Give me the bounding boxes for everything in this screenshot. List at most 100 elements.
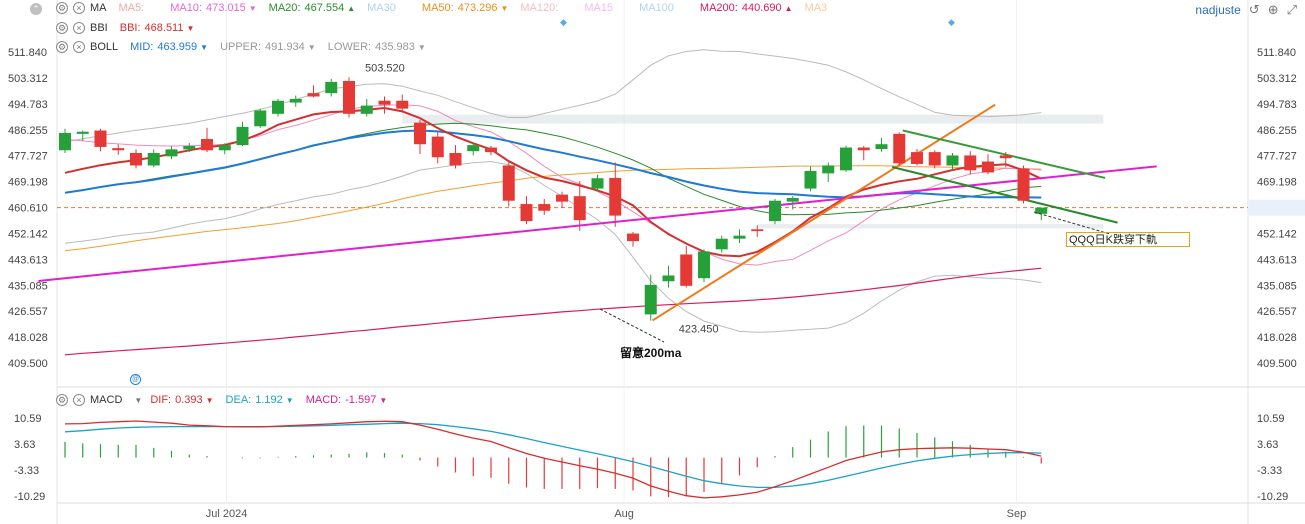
x-tick-label: Aug bbox=[614, 508, 634, 520]
price-tick-label-right: 418.028 bbox=[1257, 332, 1297, 344]
candle-body bbox=[680, 254, 693, 286]
undo-icon[interactable]: ↺ bbox=[1248, 2, 1260, 17]
candle-body bbox=[130, 153, 142, 166]
price-tick-label-left: 511.840 bbox=[8, 47, 47, 59]
indicator-label[interactable]: MA50: bbox=[421, 2, 454, 14]
event-marker-icon[interactable]: @ bbox=[130, 374, 141, 385]
price-tick-label-left: 426.557 bbox=[8, 306, 48, 318]
indicator-value: -1.597 bbox=[345, 394, 377, 406]
candle-body bbox=[840, 147, 852, 171]
close-icon[interactable]: × bbox=[73, 22, 85, 34]
candle-body bbox=[272, 100, 284, 114]
macd-tick-label-left: -10.29 bbox=[14, 491, 45, 503]
candle-body bbox=[573, 196, 586, 221]
indicator-label[interactable]: BBI: bbox=[119, 22, 141, 34]
candle-body bbox=[485, 147, 497, 153]
candle-body bbox=[662, 275, 675, 282]
qqq-note-box: QQQ日K跌穿下軌 bbox=[1066, 232, 1190, 247]
indicator-label[interactable]: MA100 bbox=[639, 2, 674, 14]
candle-body bbox=[875, 144, 888, 150]
chevron-up-icon[interactable]: ⌃ bbox=[32, 4, 40, 14]
indicator-name-boll[interactable]: BOLL bbox=[90, 41, 119, 53]
indicator-label[interactable]: MA120: bbox=[520, 2, 559, 14]
trend-arrow-icon: ▼ bbox=[200, 42, 209, 52]
settings-icon[interactable]: ⚙ bbox=[56, 2, 68, 14]
trend-arrow-icon: ▼ bbox=[379, 395, 388, 405]
indicator-label[interactable]: MACD: bbox=[305, 394, 342, 406]
settings-icon[interactable]: ⚙ bbox=[56, 41, 68, 53]
candle-body bbox=[449, 153, 462, 166]
candle-body bbox=[1017, 168, 1030, 201]
candle-body bbox=[644, 284, 657, 315]
bbi-indicator-row: ⚙ × BBI BBI: 468.511 ▼ bbox=[56, 20, 206, 36]
indicator-label[interactable]: MID: bbox=[130, 41, 154, 53]
indicator-label[interactable]: DIF: bbox=[150, 394, 172, 406]
settings-icon[interactable]: ⚙ bbox=[56, 394, 68, 406]
candle-body bbox=[520, 204, 533, 222]
price-tick-label-right: 426.557 bbox=[1257, 306, 1297, 318]
resistance-zone bbox=[757, 224, 1104, 229]
ma50-line bbox=[64, 165, 1042, 252]
collapse-toggle[interactable]: ⌃ bbox=[30, 3, 42, 15]
indicator-label[interactable]: MA5: bbox=[118, 2, 145, 14]
candle-body bbox=[325, 81, 338, 94]
candle-body bbox=[343, 80, 355, 114]
indicator-label[interactable]: DEA: bbox=[225, 394, 252, 406]
bbi-values: BBI: 468.511 ▼ bbox=[120, 22, 207, 34]
ma-values: MA5: MA10: 473.015 ▼ MA20: 467.554 ▲ MA30 MA50: 4… bbox=[119, 2, 854, 14]
close-icon[interactable]: × bbox=[73, 394, 85, 406]
indicator-label[interactable]: MA200: bbox=[699, 2, 738, 14]
trend-arrow-icon: ▼ bbox=[417, 42, 426, 52]
maximize-icon[interactable]: ⤢ bbox=[1286, 2, 1297, 17]
candle-body bbox=[307, 93, 320, 97]
dropdown-arrow-icon[interactable]: ▼ bbox=[134, 395, 143, 405]
boll-upper-line bbox=[64, 49, 1042, 143]
indicator-label[interactable]: LOWER: bbox=[327, 41, 372, 53]
price-tick-label-left: 452.142 bbox=[8, 228, 48, 240]
trend-arrow-icon: ▲ bbox=[347, 3, 356, 13]
indicator-label[interactable]: MA30 bbox=[367, 2, 396, 14]
price-tick-label-left: 443.613 bbox=[8, 254, 48, 266]
price-tick-label-left: 469.198 bbox=[8, 177, 48, 189]
candle-body bbox=[165, 149, 178, 157]
candle-body bbox=[769, 200, 781, 222]
price-tick-label-right: 409.500 bbox=[1257, 358, 1297, 370]
indicator-label[interactable]: MA20: bbox=[268, 2, 301, 14]
boll-values: MID: 463.959 ▼ UPPER: 491.934 ▼ LOWER: 435.983 ▼ bbox=[130, 41, 438, 53]
indicator-value: 435.983 bbox=[375, 41, 415, 53]
close-icon[interactable]: × bbox=[73, 2, 85, 14]
price-tick-label-right: 486.255 bbox=[1257, 125, 1297, 137]
close-icon[interactable]: × bbox=[73, 41, 85, 53]
candle-body bbox=[59, 132, 71, 151]
settings-icon[interactable]: ⚙ bbox=[56, 22, 68, 34]
price-tick-label-left: 503.312 bbox=[8, 73, 48, 85]
indicator-name-macd[interactable]: MACD bbox=[90, 394, 123, 406]
candle-body bbox=[414, 122, 426, 145]
trend-arrow-icon: ▼ bbox=[205, 395, 214, 405]
indicator-label[interactable]: UPPER: bbox=[220, 41, 262, 53]
price-tick-label-right: 435.085 bbox=[1257, 280, 1297, 292]
indicator-name-bbi[interactable]: BBI bbox=[90, 22, 108, 34]
dea-line bbox=[64, 422, 1042, 489]
indicator-label[interactable]: MA3 bbox=[804, 2, 828, 14]
indicator-label[interactable]: MA10: bbox=[170, 2, 202, 14]
indicator-label[interactable]: MA15 bbox=[584, 2, 614, 14]
price-tick-label-right: 469.198 bbox=[1257, 177, 1297, 189]
bbi-line bbox=[64, 106, 1042, 258]
adjust-mode-button[interactable]: nadjuste bbox=[1195, 3, 1241, 17]
low-price-label: 423.450 bbox=[679, 324, 719, 336]
event-marker-icon: ◆ bbox=[560, 18, 567, 28]
green-trendline-upper bbox=[902, 129, 1106, 179]
indicator-name-ma[interactable]: MA bbox=[90, 2, 107, 14]
macd-values: DIF: 0.393 ▼ DEA: 1.192 ▼ MACD: -1.597 ▼ bbox=[150, 394, 399, 406]
chart-toolbar: nadjuste ↺ ⊕ ⤢ bbox=[1195, 2, 1297, 18]
crosshair-icon[interactable]: ⊕ bbox=[1267, 2, 1279, 17]
ma-indicator-row: ⚙ × MA MA5: MA10: 473.015 ▼ MA20: 467.554 ▲ MA3… bbox=[56, 0, 853, 16]
indicator-value: 1.192 bbox=[255, 394, 283, 406]
green-trendline-lower bbox=[891, 166, 1118, 224]
resistance-zone bbox=[402, 114, 1104, 124]
note-200ma-pointer bbox=[599, 308, 665, 343]
candle-body bbox=[928, 152, 941, 166]
candle-body bbox=[378, 100, 391, 105]
